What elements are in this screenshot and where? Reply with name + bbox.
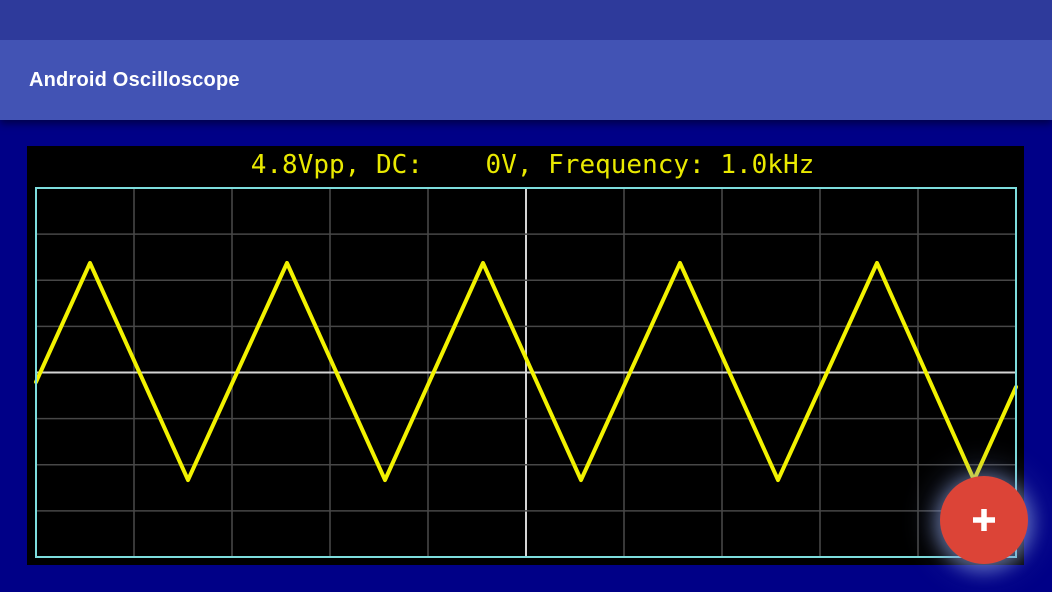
app-title: Android Oscilloscope <box>29 68 240 91</box>
plus-icon <box>973 509 995 531</box>
scope-readout: 4.8Vpp, DC: 0V, Frequency: 1.0kHz <box>250 150 815 180</box>
oscilloscope-display[interactable]: 4.8Vpp, DC: 0V, Frequency: 1.0kHz <box>27 146 1024 565</box>
fab-add-button[interactable] <box>940 476 1028 564</box>
status-bar <box>0 0 1052 40</box>
app-bar: Android Oscilloscope <box>0 40 1052 120</box>
scope-plot-svg <box>34 187 1018 558</box>
